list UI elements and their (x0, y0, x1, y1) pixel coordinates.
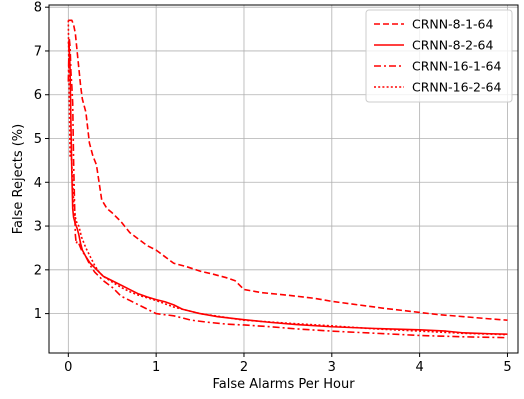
y-tick-label: 5 (34, 132, 42, 147)
series-line-crnn-8-1-64 (68, 19, 508, 321)
series-lines (67, 19, 508, 339)
x-tick-label: 0 (64, 360, 72, 375)
legend-label: CRNN-16-2-64 (412, 80, 501, 95)
x-tick-label: 2 (240, 360, 248, 375)
legend-box (365, 9, 513, 103)
x-tick-label: 4 (415, 360, 423, 375)
y-tick-label: 3 (34, 220, 42, 235)
legend-label: CRNN-8-2-64 (412, 38, 494, 53)
axis-ticks: 0 1 2 3 4 5 1 2 3 4 5 6 7 8 (34, 1, 512, 375)
x-tick-label: 1 (152, 360, 160, 375)
y-tick-label: 7 (34, 44, 42, 59)
y-tick-label: 4 (34, 176, 42, 191)
y-axis-label: False Rejects (%) (11, 124, 26, 234)
series-line-crnn-8-2-64 (67, 42, 508, 335)
legend-label: CRNN-8-1-64 (412, 17, 494, 32)
legend-label: CRNN-16-1-64 (412, 59, 501, 74)
x-tick-label: 3 (328, 360, 336, 375)
x-axis-label: False Alarms Per Hour (212, 377, 355, 392)
y-tick-label: 6 (34, 88, 42, 103)
legend-entries: CRNN-8-1-64 CRNN-8-2-64 CRNN-16-1-64 CRNN-1… (374, 17, 501, 95)
legend: CRNN-8-1-64 CRNN-8-2-64 CRNN-16-1-64 CRNN-1… (365, 9, 513, 103)
y-tick-label: 2 (34, 263, 42, 278)
x-tick-label: 5 (503, 360, 511, 375)
plot-frame (48, 4, 519, 354)
series-line-crnn-16-1-64 (67, 37, 508, 339)
y-tick-label: 1 (34, 307, 42, 322)
y-tick-label: 8 (34, 1, 42, 16)
